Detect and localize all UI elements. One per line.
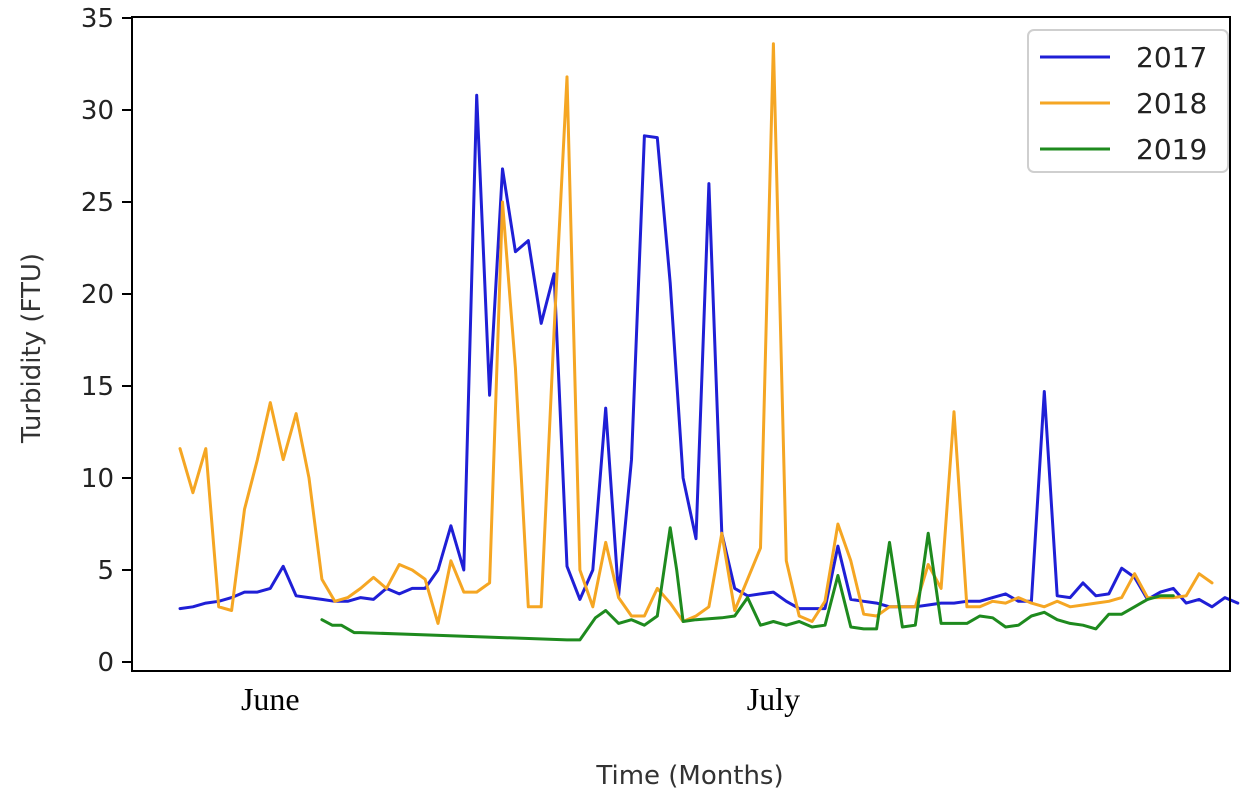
legend-label-2019: 2019 xyxy=(1136,133,1207,166)
y-tick-label: 15 xyxy=(81,372,114,402)
month-label: June xyxy=(241,681,300,717)
y-tick-label: 25 xyxy=(81,188,114,218)
y-tick-label: 10 xyxy=(81,464,114,494)
legend-label-2017: 2017 xyxy=(1136,41,1207,74)
y-tick-label: 30 xyxy=(81,96,114,126)
series-line-2017 xyxy=(178,93,1240,611)
x-axis-title: Time (Months) xyxy=(595,761,783,791)
y-tick-label: 5 xyxy=(97,556,114,586)
y-tick-label: 0 xyxy=(97,648,114,678)
legend: 2017 2018 2019 xyxy=(1027,29,1229,173)
legend-box xyxy=(1027,29,1229,173)
month-labels: JuneJulyAugust xyxy=(241,681,800,717)
y-axis-title: Turbidity (FTU) xyxy=(17,253,47,444)
series-lines xyxy=(178,42,1240,642)
y-tick-label: 20 xyxy=(81,280,114,310)
month-label: July xyxy=(747,681,800,717)
plot-frame xyxy=(131,16,1231,672)
series-line-2018 xyxy=(178,42,1214,625)
legend-label-2018: 2018 xyxy=(1136,87,1207,120)
y-tick-label: 35 xyxy=(81,4,114,34)
series-line-2019 xyxy=(320,526,1175,642)
y-axis-ticks: 0 5 10 15 20 25 30 35 xyxy=(81,4,132,678)
